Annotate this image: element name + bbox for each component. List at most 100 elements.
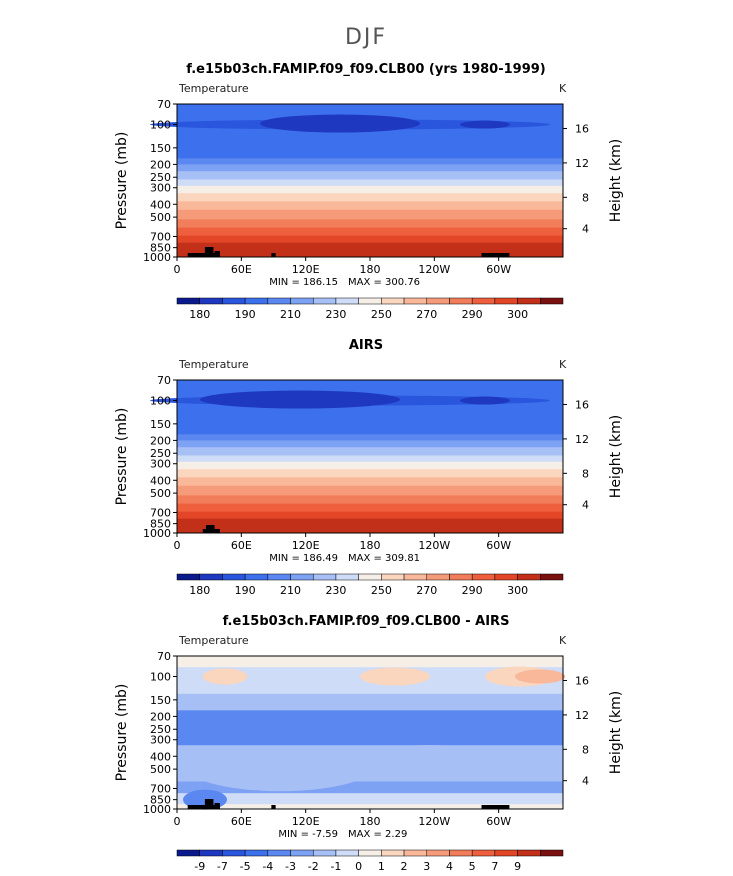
y-axis-title: Pressure (mb) (114, 132, 130, 230)
y-tick-label: 200 (150, 158, 171, 171)
contour-band (177, 503, 563, 513)
y-tick-label: 100 (150, 671, 171, 684)
colorbar-swatch (267, 849, 291, 857)
y-right-tick-label: 16 (575, 122, 589, 135)
colorbar-swatch (358, 297, 382, 305)
x-tick-label: 60W (486, 539, 511, 552)
colorbar-swatch (540, 573, 564, 581)
terrain-block (205, 525, 215, 533)
contour-band (177, 793, 563, 805)
stats-max: MAX = 309.81 (348, 553, 420, 564)
terrain-block (481, 253, 510, 257)
y-right-tick-label: 8 (582, 191, 589, 204)
contour-band (177, 693, 563, 711)
y-tick-label: 850 (150, 518, 171, 531)
colorbar-swatch (494, 849, 518, 857)
y-right-tick-label: 16 (575, 674, 589, 687)
y-right-tick-label: 4 (582, 775, 589, 788)
units-label: K (559, 634, 567, 647)
y-tick-label: 400 (150, 474, 171, 487)
y-tick-label: 400 (150, 198, 171, 211)
contour-band (177, 227, 563, 237)
colorbar-swatch (312, 573, 337, 581)
contour-band (177, 804, 563, 810)
cold-tropopause-patch (460, 396, 510, 405)
colorbar-label: 2 (401, 860, 408, 872)
colorbar-swatch (449, 297, 473, 305)
y-tick-label: 300 (150, 734, 171, 747)
contour-band (177, 209, 563, 220)
contour-band (177, 710, 563, 746)
contour-band (177, 201, 563, 211)
warm-bias-patch (514, 669, 566, 684)
y-tick-label: 250 (150, 171, 171, 184)
colorbar-swatch (494, 297, 518, 305)
contour-band (177, 447, 563, 456)
y-tick-label: 500 (150, 211, 171, 224)
colorbar-label: -2 (308, 860, 319, 872)
colorbar-label: -1 (330, 860, 341, 872)
y-right-tick-label: 12 (575, 157, 589, 170)
x-tick-label: 0 (174, 263, 181, 276)
y-tick-label: 1000 (143, 251, 171, 264)
colorbar-label: 190 (235, 308, 256, 321)
y-right-tick-label: 8 (582, 467, 589, 480)
colorbar-swatch (312, 849, 337, 857)
y-right-tick-label: 4 (582, 223, 589, 236)
x-tick-label: 120E (292, 815, 320, 828)
colorbar-swatch (403, 297, 428, 305)
topography (202, 525, 220, 533)
colorbar-label: 4 (446, 860, 453, 872)
colorbar-label: -7 (217, 860, 228, 872)
contour-band (177, 461, 563, 470)
y-tick-label: 700 (150, 230, 171, 243)
cold-bias-patch (190, 747, 370, 792)
colorbar-swatch (176, 849, 200, 857)
contour-band (177, 193, 563, 202)
contour-band (177, 164, 563, 172)
colorbar-swatch (517, 849, 541, 857)
warm-bias-patch (202, 668, 248, 685)
terrain-block (187, 805, 220, 809)
y-tick-label: 500 (150, 763, 171, 776)
x-tick-label: 120W (418, 263, 450, 276)
terrain-block (204, 247, 214, 257)
x-tick-label: 60W (486, 263, 511, 276)
cold-tropopause-core (200, 390, 400, 409)
colorbar-label: -9 (194, 860, 205, 872)
contour-band (177, 485, 563, 496)
stats-min: MIN = 186.15 (269, 277, 338, 288)
colorbar-label: -4 (262, 860, 273, 872)
y-tick-label: 150 (150, 418, 171, 431)
panel-title: f.e15b03ch.FAMIP.f09_f09.CLB00 - AIRS (223, 614, 510, 629)
colorbar-swatch (244, 297, 269, 305)
terrain-block (204, 799, 214, 809)
terrain-block (481, 805, 510, 809)
colorbar-label: 230 (325, 584, 346, 597)
terrain-block (214, 803, 220, 809)
y-right-tick-label: 12 (575, 433, 589, 446)
colorbar-label: 230 (325, 308, 346, 321)
colorbar-label: 300 (507, 584, 528, 597)
y-axis-title: Pressure (mb) (114, 408, 130, 506)
variable-label: Temperature (178, 634, 249, 647)
y-right-tick-label: 4 (582, 499, 589, 512)
contour-band (177, 477, 563, 487)
contour-band (177, 242, 563, 251)
contour-band (177, 179, 563, 187)
y-tick-label: 100 (150, 119, 171, 132)
y-tick-label: 500 (150, 487, 171, 500)
colorbar-label: 3 (423, 860, 430, 872)
colorbar-label: 250 (371, 308, 392, 321)
contour-band (177, 495, 563, 505)
y-tick-label: 1000 (143, 527, 171, 540)
contour-band (177, 171, 563, 180)
colorbar: 180 190 210 230 250 270 290 300 (176, 297, 564, 321)
colorbar-swatch (358, 849, 382, 857)
colorbar-label: 290 (462, 584, 483, 597)
units-label: K (559, 358, 567, 371)
colorbar-swatch (449, 849, 473, 857)
y-right-tick-label: 12 (575, 709, 589, 722)
topography (187, 799, 510, 809)
